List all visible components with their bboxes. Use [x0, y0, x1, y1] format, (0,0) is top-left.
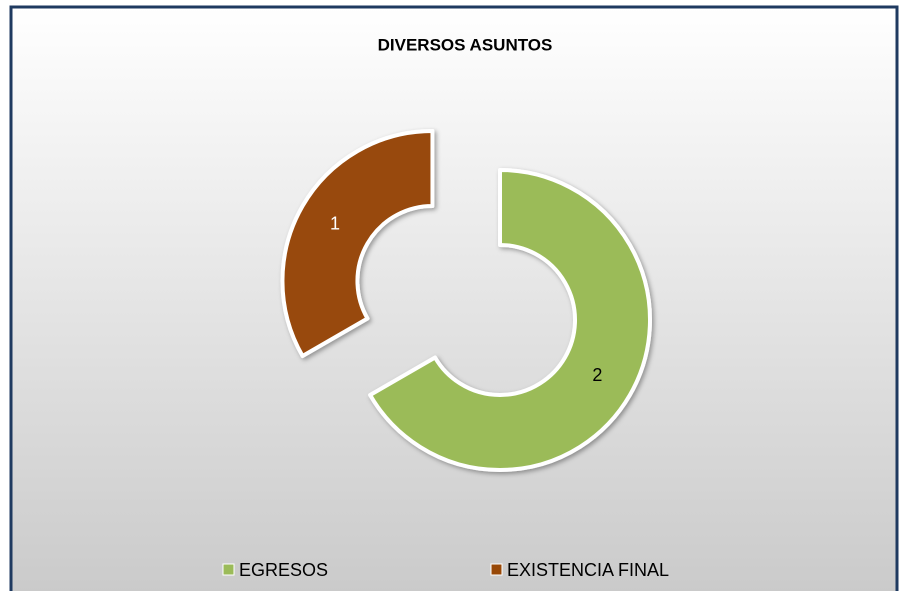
data-label: 1 [330, 214, 340, 234]
plot-area: 21 [280, 129, 652, 472]
legend-swatch [222, 563, 235, 576]
legend: EGRESOS EXISTENCIA FINAL [222, 560, 669, 580]
legend-label: EXISTENCIA FINAL [507, 560, 669, 580]
chart-title: DIVERSOS ASUNTOS [378, 35, 553, 54]
doughnut-segment [368, 168, 652, 472]
legend-swatch [490, 563, 503, 576]
doughnut-segment [280, 129, 435, 358]
data-label: 2 [592, 365, 602, 385]
legend-label: EGRESOS [239, 560, 328, 580]
chart-frame [9, 5, 899, 591]
